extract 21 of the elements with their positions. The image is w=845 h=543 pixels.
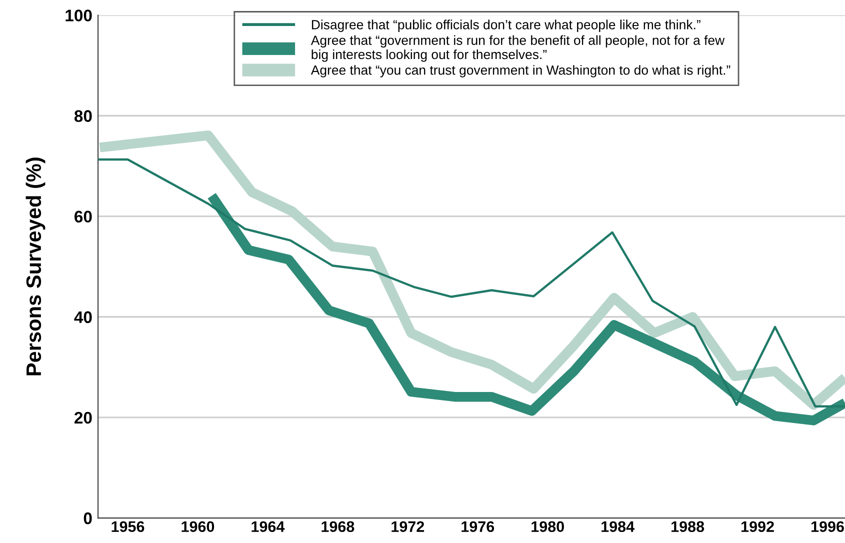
y-axis-title: Persons Surveyed (%): [26, 158, 46, 376]
y-tick-label: 40: [74, 311, 92, 324]
y-tick-label: 20: [74, 412, 92, 424]
legend-label: Agree that “government is run for the benefit of all people, not for a few big interests looking out for themselves.”: [310, 35, 725, 62]
x-tick-label: 1984: [602, 521, 634, 532]
y-tick-label: 100: [66, 10, 92, 22]
x-tick-label: 1992: [742, 521, 774, 532]
x-tick-label: 1968: [322, 521, 354, 532]
legend-label: Disagree that “public officials don’t care what people like me think.”: [312, 20, 700, 32]
x-tick-label: 1976: [462, 521, 494, 532]
y-tick-label: 0: [84, 512, 92, 524]
x-tick-label: 1956: [112, 521, 144, 532]
x-tick-label: 1980: [532, 521, 564, 532]
x-tick-label: 1996: [811, 521, 844, 532]
x-tick-label: 1960: [182, 521, 214, 532]
y-tick-label: 60: [74, 210, 92, 223]
x-tick-label: 1988: [672, 521, 704, 532]
y-tick-label: 80: [74, 110, 92, 122]
legend-label: Agree that “you can trust government in Washington to do what is right.”: [310, 65, 730, 78]
x-tick-label: 1964: [252, 521, 285, 532]
x-tick-label: 1972: [392, 521, 424, 532]
